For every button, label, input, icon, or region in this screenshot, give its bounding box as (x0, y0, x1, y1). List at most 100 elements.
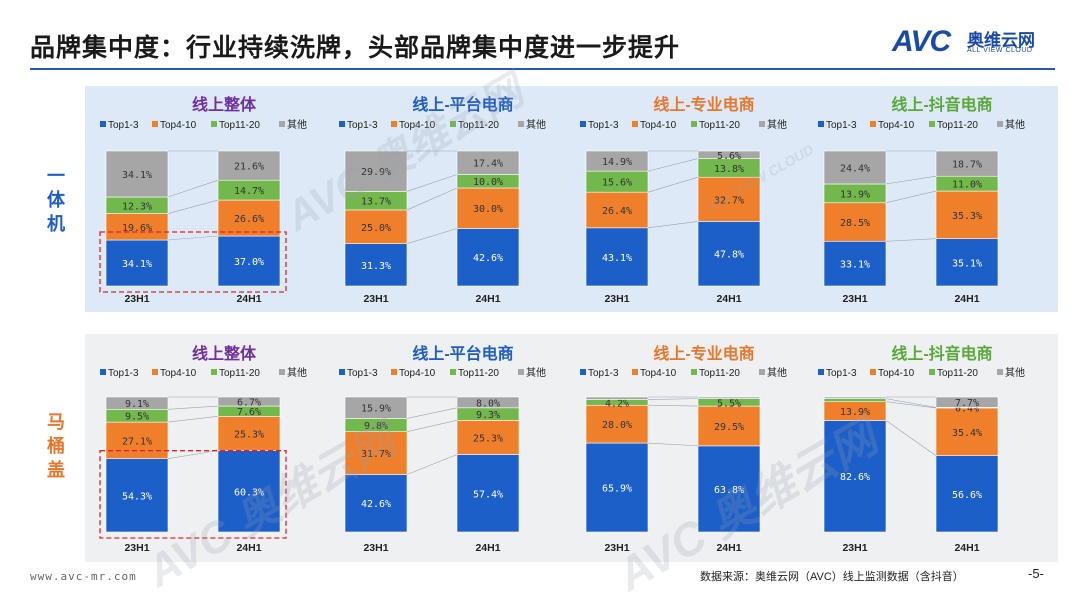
data-label: 6.7% (237, 398, 261, 409)
connector-line (885, 420, 937, 456)
chart-title: 线上整体 (192, 95, 257, 114)
connector-line (167, 450, 219, 459)
connector-line (167, 235, 219, 241)
data-label: 34.1% (122, 259, 152, 270)
connector-line (885, 401, 937, 409)
data-label: 35.4% (952, 428, 982, 439)
legend-label-1: Top1-3 (347, 368, 378, 379)
data-label: 14.9% (602, 157, 632, 168)
legend-swatch-3 (450, 369, 456, 375)
legend-label-4: 其他 (526, 118, 546, 131)
legend-label-3: Top11-20 (219, 368, 260, 379)
data-label: 28.5% (840, 218, 870, 229)
highlight-box (99, 231, 287, 293)
legend-label-4: 其他 (1005, 366, 1025, 379)
bar-segment (344, 431, 408, 475)
legend-swatch-3 (211, 121, 217, 127)
data-label: 9.8% (364, 421, 388, 432)
data-label: 32.7% (714, 195, 744, 206)
connector-line (885, 238, 937, 242)
bar-segment (585, 396, 649, 400)
legend-swatch-2 (391, 121, 397, 127)
category-label: 24H1 (475, 542, 500, 554)
connector-line (406, 454, 458, 475)
highlight-box (99, 450, 287, 539)
connector-line (167, 179, 219, 198)
bar-segment (217, 235, 281, 287)
bar-segment (456, 396, 520, 409)
data-label: 35.3% (952, 211, 982, 222)
legend-swatch-1 (339, 369, 345, 375)
title-divider (30, 68, 1055, 70)
legend-label-3: Top11-20 (937, 368, 978, 379)
connector-line (885, 190, 937, 204)
data-label: 33.1% (840, 260, 870, 271)
data-label: 29.5% (714, 422, 744, 433)
data-label: 28.0% (602, 420, 632, 431)
legend-label-1: Top1-3 (108, 368, 139, 379)
bar-segment (344, 474, 408, 533)
connector-line (167, 416, 219, 423)
bar-segment (217, 150, 281, 181)
data-label: 65.9% (602, 484, 632, 495)
data-label: 35.1% (952, 258, 982, 269)
section-label-all-in-one: 一体机 (47, 166, 65, 234)
legend-label-2: Top4-10 (878, 368, 915, 379)
bar-segment (697, 221, 761, 287)
bar-segment (697, 445, 761, 533)
data-label: 5.6% (717, 151, 741, 162)
legend-swatch-3 (929, 121, 935, 127)
legend-swatch-2 (870, 369, 876, 375)
bar-segment (697, 150, 761, 159)
data-label: 14.7% (234, 186, 264, 197)
legend-swatch-3 (691, 121, 697, 127)
bar-segment (935, 238, 999, 287)
bar-segment (456, 150, 520, 175)
legend-swatch-2 (152, 121, 158, 127)
legend-swatch-1 (818, 369, 824, 375)
legend-swatch-4 (759, 121, 765, 127)
bar-segment (105, 239, 169, 287)
chart-title: 线上-平台电商 (412, 95, 513, 114)
bar-segment (456, 454, 520, 533)
bar-segment (935, 150, 999, 177)
legend-label-1: Top1-3 (347, 120, 378, 131)
data-label: 37.0% (234, 257, 264, 268)
bar-segment (456, 187, 520, 229)
legend-label-3: Top11-20 (937, 120, 978, 131)
avc-logo: AVC 奥维云网 ALL VIEW CLOUD (892, 22, 1062, 62)
data-label: 19.6% (122, 223, 152, 234)
bar-segment (697, 405, 761, 447)
bar-segment (585, 227, 649, 287)
data-label: 7.6% (237, 407, 261, 418)
legend-swatch-4 (518, 121, 524, 127)
legend-swatch-3 (691, 369, 697, 375)
data-label: 4.2% (605, 398, 629, 409)
legend-swatch-2 (632, 369, 638, 375)
category-label: 24H1 (236, 542, 261, 554)
data-label: 9.1% (125, 399, 149, 410)
data-label: 5.5% (717, 398, 741, 409)
legend-label-2: Top4-10 (399, 368, 436, 379)
connector-line (647, 404, 699, 407)
category-label: 23H1 (604, 542, 629, 554)
legend-swatch-2 (632, 121, 638, 127)
category-label: 24H1 (954, 293, 979, 305)
connector-line (647, 221, 699, 229)
legend-label-3: Top11-20 (699, 120, 740, 131)
bar-segment (935, 407, 999, 456)
bar-segment (823, 398, 887, 403)
legend-swatch-4 (997, 369, 1003, 375)
legend-label-4: 其他 (1005, 118, 1025, 131)
legend-label-1: Top1-3 (826, 368, 857, 379)
category-label: 24H1 (716, 293, 741, 305)
logo-mark: AVC (892, 25, 951, 58)
data-label: 0.4% (955, 404, 979, 415)
connector-line (406, 407, 458, 419)
legend-label-4: 其他 (767, 118, 787, 131)
legend-label-3: Top11-20 (699, 368, 740, 379)
legend-swatch-4 (518, 369, 524, 375)
legend-swatch-3 (211, 369, 217, 375)
chart-title: 线上-抖音电商 (891, 95, 992, 114)
